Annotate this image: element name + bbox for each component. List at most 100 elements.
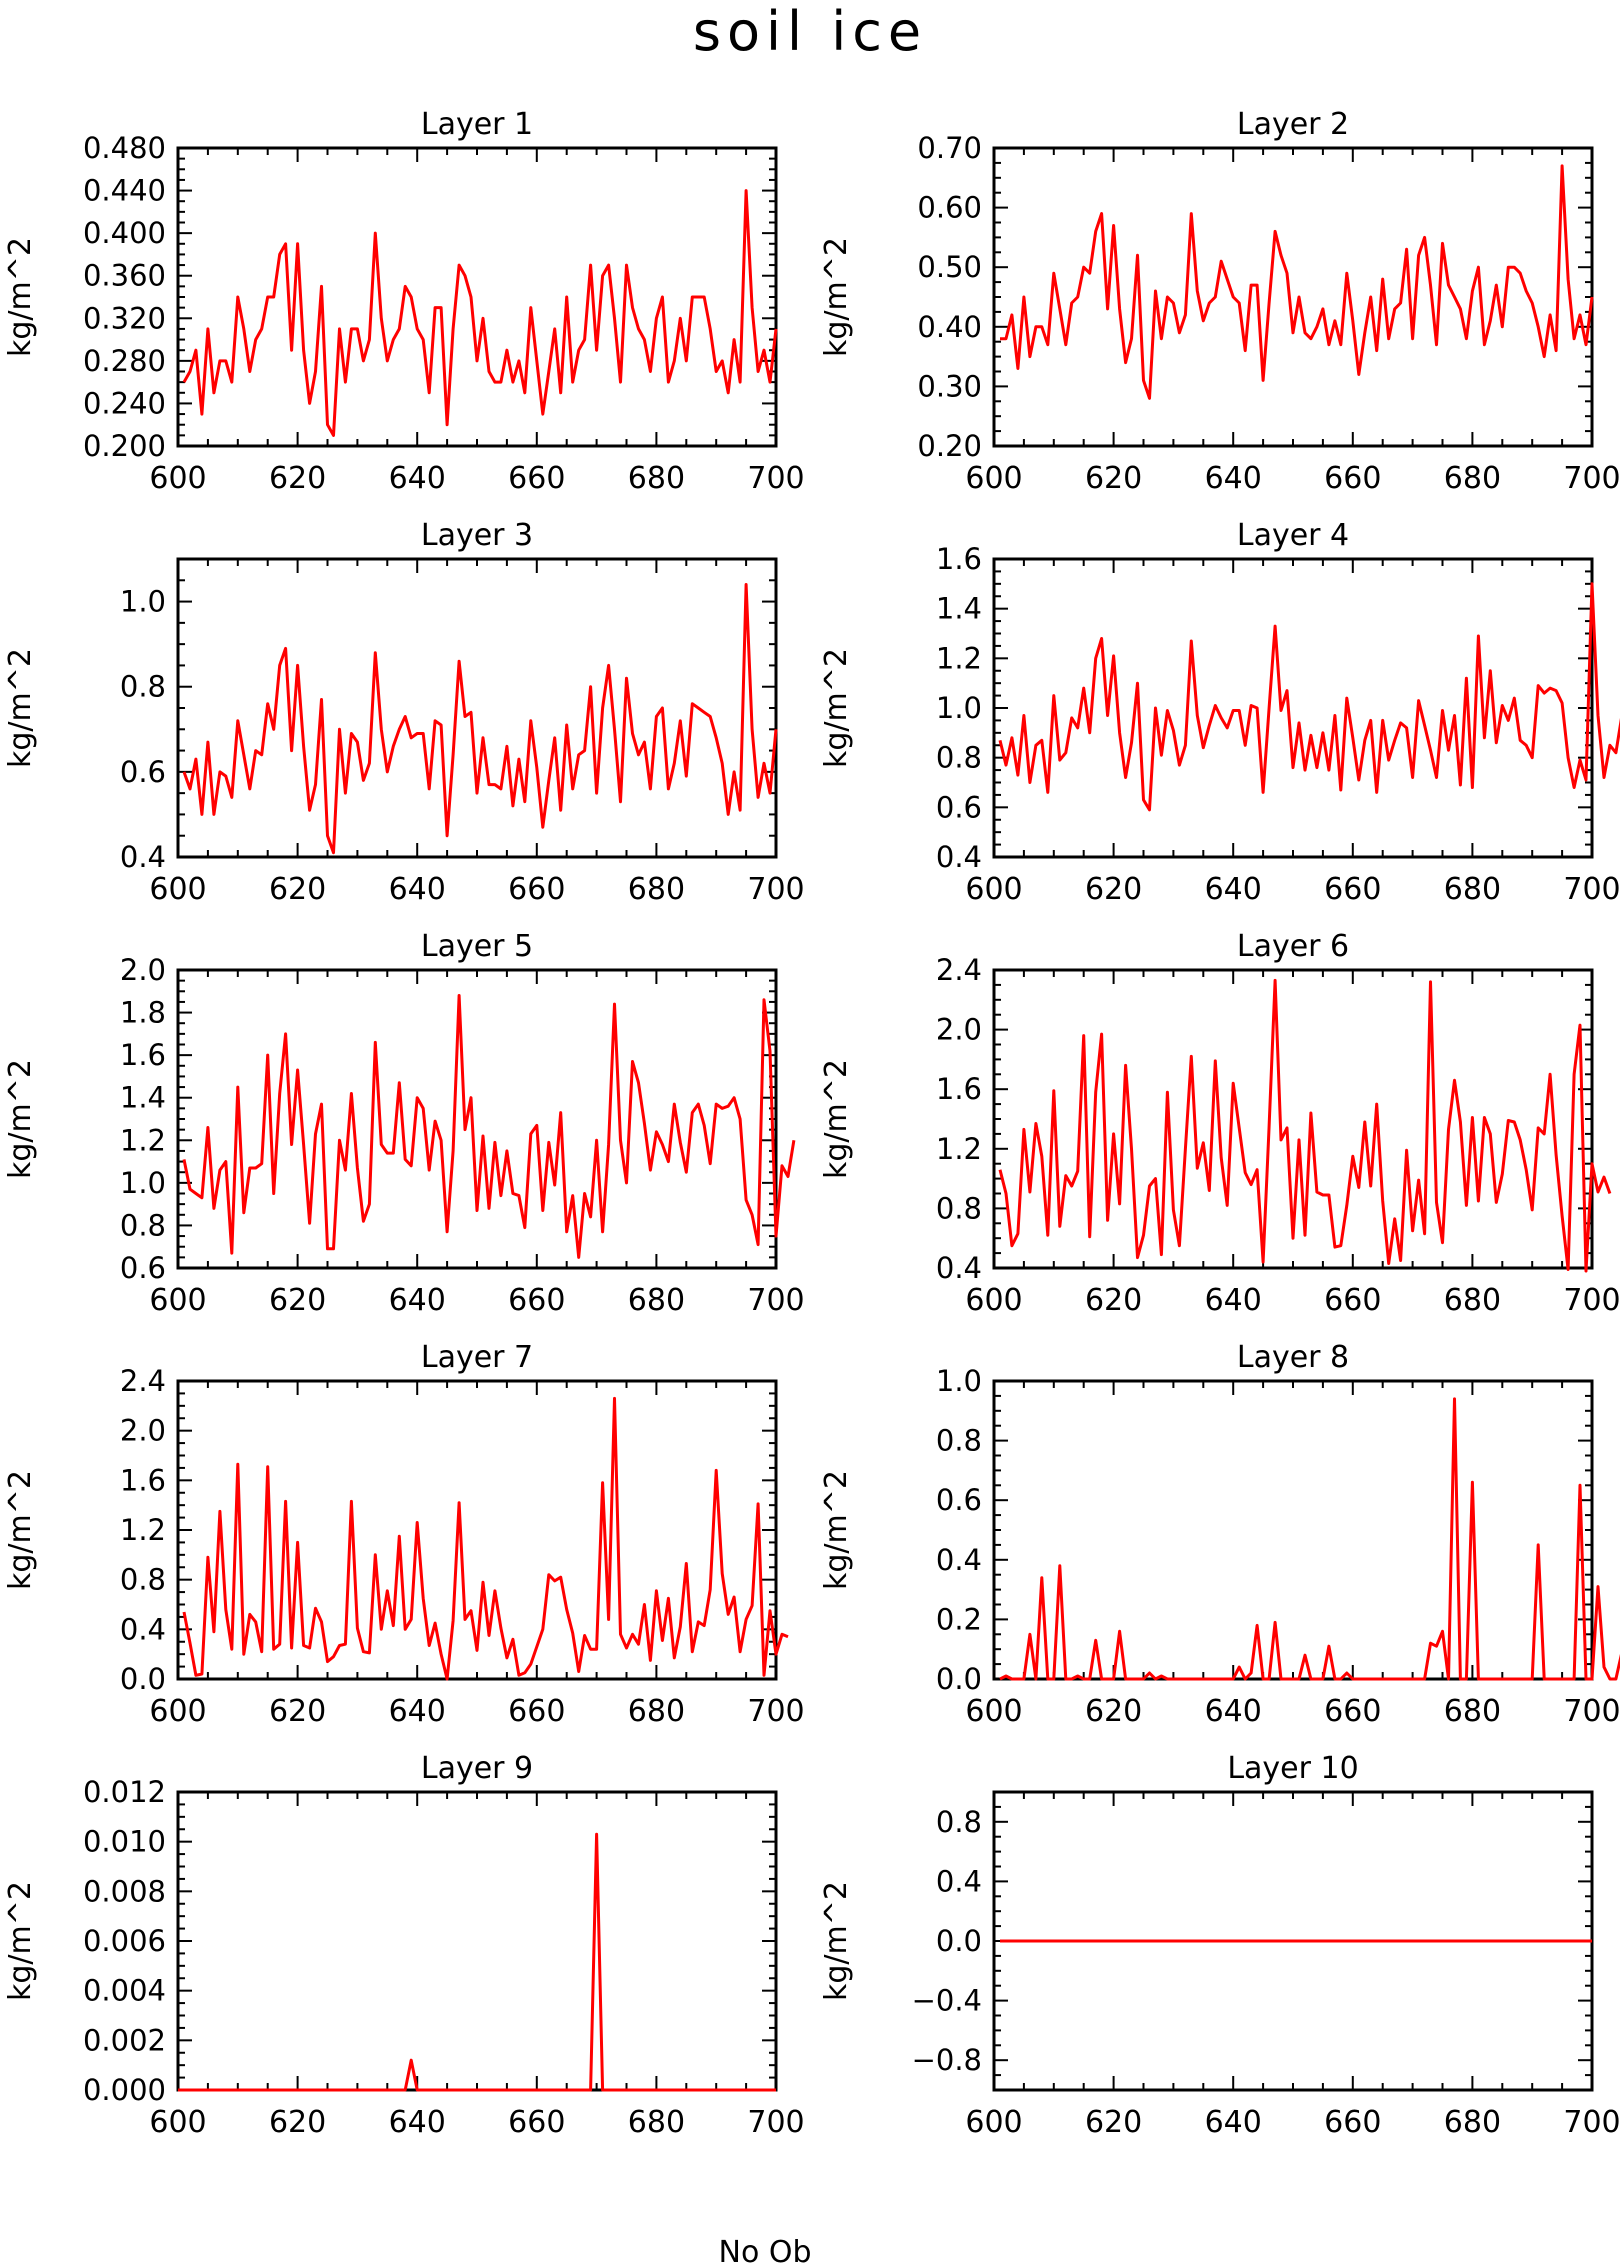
series-line [1000, 164, 1594, 400]
y-tick-label: 0.002 [83, 2023, 166, 2057]
y-axis-label: kg/m^2 [819, 237, 854, 357]
y-tick-label: 0.006 [83, 1924, 166, 1958]
y-axis-label: kg/m^2 [819, 1470, 854, 1590]
x-tick-label: 640 [389, 461, 446, 496]
y-tick-label: 0.004 [83, 1974, 166, 2008]
y-tick-label: 0.012 [83, 1775, 166, 1809]
x-tick-label: 640 [389, 2105, 446, 2140]
x-tick-label: 680 [1444, 461, 1501, 496]
y-tick-label: 0.8 [936, 741, 982, 775]
plot-frame [176, 968, 778, 1270]
x-tick-label: 600 [965, 461, 1022, 496]
y-tick-label: 0.6 [120, 755, 166, 789]
x-tick-label: 680 [1444, 1694, 1501, 1729]
y-tick-label: 1.6 [120, 1038, 166, 1072]
x-tick-label: 620 [1085, 2105, 1142, 2140]
y-tick-label: 0.480 [83, 131, 166, 165]
x-tick-label: 600 [149, 2105, 206, 2140]
x-tick-label: 700 [1563, 1694, 1620, 1729]
series-line [182, 994, 796, 1259]
y-tick-label: 2.4 [120, 1364, 166, 1398]
x-tick-label: 620 [269, 461, 326, 496]
y-axis-label: kg/m^2 [3, 237, 38, 357]
y-tick-label: 0.30 [917, 369, 982, 403]
x-tick-label: 620 [269, 872, 326, 907]
y-tick-label: 0.50 [917, 250, 982, 284]
x-tick-label: 600 [149, 872, 206, 907]
y-tick-label: 0.6 [120, 1251, 166, 1285]
y-tick-label: 1.2 [120, 1513, 166, 1547]
x-tick-label: 680 [1444, 872, 1501, 907]
x-tick-label: 700 [747, 1283, 804, 1318]
chart-panel-10: Layer 10 kg/m^2 600 620 640 660 680 700 −0.8 −0.4… [819, 1751, 1620, 2140]
y-tick-label: 0.000 [83, 2073, 166, 2107]
x-tick-label: 680 [628, 461, 685, 496]
x-tick-label: 620 [1085, 872, 1142, 907]
y-tick-label: 1.0 [936, 691, 982, 725]
x-tick-label: 660 [508, 1694, 565, 1729]
x-tick-label: 680 [628, 1694, 685, 1729]
y-tick-label: 0.440 [83, 174, 166, 208]
x-tick-label: 660 [1324, 1694, 1381, 1729]
chart-panel-7: Layer 7 kg/m^2 600 620 640 660 680 700 0.0 0.4 0.8… [3, 1340, 805, 1729]
y-tick-label: 0.320 [83, 301, 166, 335]
x-tick-label: 700 [1563, 461, 1620, 496]
y-tick-label: 0.0 [936, 1924, 982, 1958]
y-tick-label: 0.8 [120, 1563, 166, 1597]
y-tick-label: 1.0 [120, 585, 166, 619]
y-tick-label: 0.0 [936, 1662, 982, 1696]
y-tick-label: 0.4 [936, 840, 982, 874]
x-tick-label: 700 [747, 2105, 804, 2140]
y-tick-label: 0.240 [83, 386, 166, 420]
y-tick-label: 2.0 [936, 1013, 982, 1047]
y-tick-label: 0.8 [120, 1208, 166, 1242]
y-tick-label: 1.6 [120, 1463, 166, 1497]
x-tick-label: 700 [747, 1694, 804, 1729]
x-tick-label: 640 [389, 872, 446, 907]
series-line [182, 1396, 789, 1681]
chart-panel-5: Layer 5 kg/m^2 600 620 640 660 680 700 0.6 0.8 1.0… [3, 929, 805, 1318]
chart-panel-4: Layer 4 kg/m^2 600 620 640 660 680 700 0.4 0.6 0.8… [819, 518, 1620, 907]
chart-panel-2: Layer 2 kg/m^2 600 620 640 660 680 700 0.20 0.30 0… [819, 107, 1620, 496]
y-tick-label: 0.360 [83, 259, 166, 293]
y-tick-label: 0.8 [936, 1191, 982, 1225]
y-axis-label: kg/m^2 [3, 1059, 38, 1179]
panel-title: Layer 10 [1227, 1751, 1358, 1786]
y-tick-label: 0.70 [917, 131, 982, 165]
x-tick-label: 600 [149, 1283, 206, 1318]
x-tick-label: 600 [965, 1694, 1022, 1729]
y-tick-label: 0.200 [83, 429, 166, 463]
x-tick-label: 640 [389, 1283, 446, 1318]
x-tick-label: 660 [508, 2105, 565, 2140]
y-tick-label: 2.4 [936, 953, 982, 987]
x-tick-label: 620 [269, 1694, 326, 1729]
x-tick-label: 620 [1085, 1283, 1142, 1318]
panel-title: Layer 3 [421, 518, 533, 553]
x-tick-label: 640 [1205, 1694, 1262, 1729]
y-axis-label: kg/m^2 [819, 1881, 854, 2001]
y-tick-label: 0.6 [936, 1483, 982, 1517]
x-tick-label: 640 [1205, 461, 1262, 496]
y-tick-label: 0.4 [936, 1864, 982, 1898]
panel-title: Layer 8 [1237, 1340, 1349, 1375]
y-tick-label: 0.60 [917, 191, 982, 225]
y-axis-label: kg/m^2 [3, 648, 38, 768]
x-tick-label: 600 [965, 2105, 1022, 2140]
y-tick-label: 2.0 [120, 953, 166, 987]
x-tick-label: 660 [508, 872, 565, 907]
y-tick-label: 1.0 [936, 1364, 982, 1398]
y-tick-label: 0.008 [83, 1874, 166, 1908]
series-line [182, 189, 778, 437]
x-tick-label: 660 [1324, 872, 1381, 907]
x-tick-label: 600 [149, 461, 206, 496]
y-tick-label: 1.2 [936, 641, 982, 675]
x-tick-label: 680 [1444, 2105, 1501, 2140]
y-tick-label: 1.4 [936, 592, 982, 626]
panel-title: Layer 9 [421, 1751, 533, 1786]
series-line [998, 582, 1620, 812]
y-tick-label: 0.8 [936, 1805, 982, 1839]
series-line [998, 978, 1612, 1273]
x-tick-label: 680 [628, 872, 685, 907]
x-tick-label: 640 [389, 1694, 446, 1729]
x-tick-label: 600 [965, 872, 1022, 907]
